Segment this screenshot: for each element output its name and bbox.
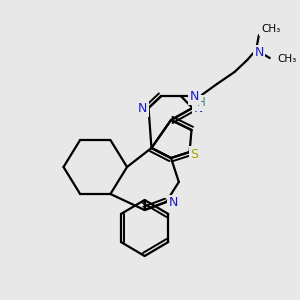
- Text: N: N: [194, 103, 203, 116]
- Text: N: N: [168, 196, 178, 209]
- Text: CH₃: CH₃: [278, 54, 297, 64]
- Text: N: N: [190, 91, 199, 103]
- Text: N: N: [138, 103, 147, 116]
- Text: H: H: [197, 97, 206, 110]
- Text: N: N: [254, 46, 264, 59]
- Text: S: S: [190, 148, 199, 160]
- Text: CH₃: CH₃: [261, 24, 280, 34]
